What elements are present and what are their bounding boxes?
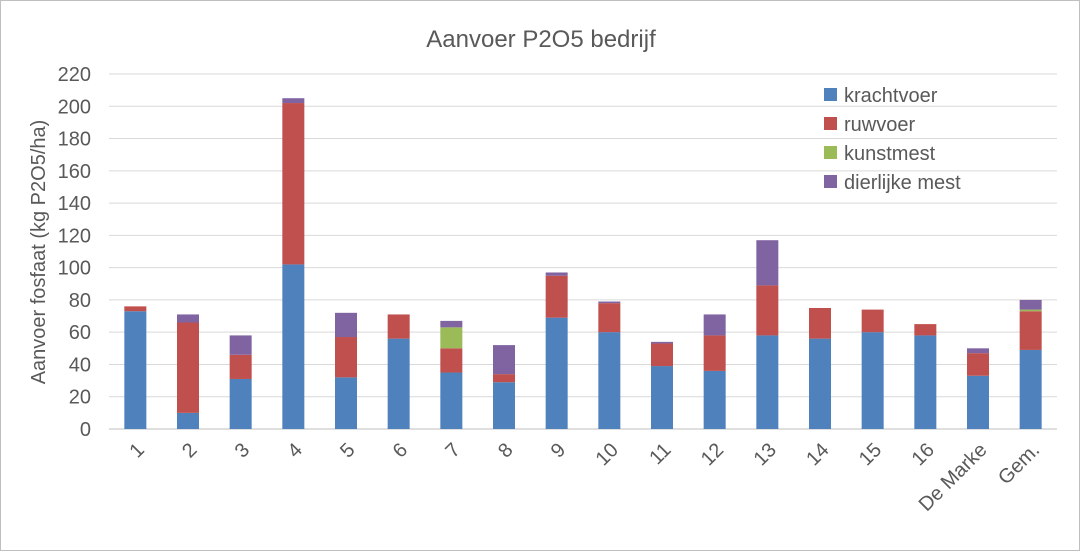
bar-segment <box>1019 309 1042 312</box>
bar-segment <box>651 343 673 367</box>
y-tick-label: 220 <box>58 64 91 86</box>
chart-title: Aanvoer P2O5 bedrijf <box>426 26 656 53</box>
y-tick-label: 60 <box>69 322 91 344</box>
bar-segment <box>177 322 199 413</box>
x-tick-label: 9 <box>547 439 570 462</box>
bar-segment <box>177 314 199 323</box>
bar-segment <box>124 311 147 429</box>
bar-segment <box>335 337 357 378</box>
legend-swatch <box>824 88 837 101</box>
bar-segment <box>598 332 621 429</box>
bar-segment <box>651 341 673 344</box>
bar-segment <box>967 375 989 429</box>
x-tick-label: 16 <box>908 439 939 470</box>
x-tick-label: 12 <box>697 439 728 470</box>
y-tick-label: 120 <box>58 225 91 247</box>
bar-segment <box>914 324 937 336</box>
bar-segment <box>545 317 568 429</box>
bar-segment <box>756 335 779 429</box>
legend: krachtvoer ruwvoer kunstmest dierlijke mest <box>824 85 961 194</box>
bar-segment <box>282 103 305 265</box>
y-axis-label: Aanvoer fosfaat (kg P2O5/ha) <box>28 120 50 385</box>
y-tick-label: 20 <box>69 387 91 409</box>
x-tick-label: 15 <box>855 439 886 470</box>
y-tick-label: 80 <box>69 290 91 312</box>
bar-segment <box>809 338 831 429</box>
bar-segment <box>703 370 726 429</box>
x-tick-label: 14 <box>802 439 833 470</box>
legend-label: kunstmest <box>844 143 936 165</box>
bar-segment <box>440 327 463 349</box>
x-tick-label: 11 <box>645 439 675 469</box>
x-tick-label: 8 <box>494 439 517 462</box>
bar-segment <box>335 312 357 338</box>
bar-segment <box>914 335 937 429</box>
y-tick-label: 200 <box>58 96 91 118</box>
y-tick-label: 180 <box>58 129 91 151</box>
bar-segment <box>440 348 463 373</box>
legend-swatch <box>824 117 837 130</box>
bar-segment <box>703 335 726 371</box>
x-tick-label: 5 <box>336 439 359 462</box>
bar-segment <box>1019 311 1042 350</box>
bar-segment <box>493 382 515 429</box>
bar-segment <box>229 354 252 379</box>
legend-swatch <box>824 175 837 188</box>
y-tick-label: 140 <box>58 193 91 215</box>
bar-segment <box>967 348 989 354</box>
y-tick-label: 40 <box>69 354 91 376</box>
bar-segment <box>229 335 252 355</box>
x-tick-label: 6 <box>389 439 412 462</box>
x-tick-label: 1 <box>125 439 148 462</box>
bar-segment <box>598 301 621 304</box>
x-tick-label: Gem. <box>994 439 1044 489</box>
bar-segment <box>493 345 515 375</box>
legend-label: krachtvoer <box>844 85 938 107</box>
legend-label: ruwvoer <box>844 114 915 136</box>
bar-segment <box>703 314 726 336</box>
bar-segment <box>651 366 673 429</box>
legend-label: dierlijke mest <box>844 172 961 194</box>
bar-segment <box>1019 349 1042 429</box>
x-tick-label: 7 <box>441 439 464 462</box>
x-tick-label: 13 <box>750 439 781 470</box>
bar-segment <box>387 314 410 339</box>
bar-segment <box>861 309 884 333</box>
bar-segment <box>124 306 147 312</box>
bar-segment <box>387 338 410 429</box>
bar-segment <box>545 275 568 318</box>
bar-segment <box>335 377 357 429</box>
x-tick-label: 4 <box>283 439 306 462</box>
x-tick-label: 2 <box>178 439 201 462</box>
bar-segment <box>967 353 989 376</box>
y-tick-labels: 0 20 40 60 80 100 120 140 160 180 200 220 <box>58 64 91 441</box>
bar-segment <box>440 372 463 429</box>
x-tick-label: 10 <box>592 439 623 470</box>
bar-segment <box>282 98 305 104</box>
bar-segment <box>756 285 779 336</box>
bar-segment <box>861 332 884 429</box>
bar-segment <box>177 412 199 429</box>
bar-segment <box>756 240 779 286</box>
x-tick-label: 3 <box>231 439 254 462</box>
bar-segment <box>598 303 621 333</box>
bar-segment <box>282 264 305 429</box>
legend-swatch <box>824 146 837 159</box>
bar-segment <box>229 378 252 429</box>
gridlines <box>109 73 1057 430</box>
bar-segment <box>809 307 831 339</box>
bar-segment <box>440 320 463 328</box>
y-tick-label: 100 <box>58 258 91 280</box>
bar-segment <box>1019 299 1042 310</box>
y-tick-label: 0 <box>80 419 91 441</box>
y-tick-label: 160 <box>58 161 91 183</box>
bar-segment <box>493 374 515 383</box>
bar-segment <box>545 272 568 276</box>
bars <box>124 98 1042 429</box>
